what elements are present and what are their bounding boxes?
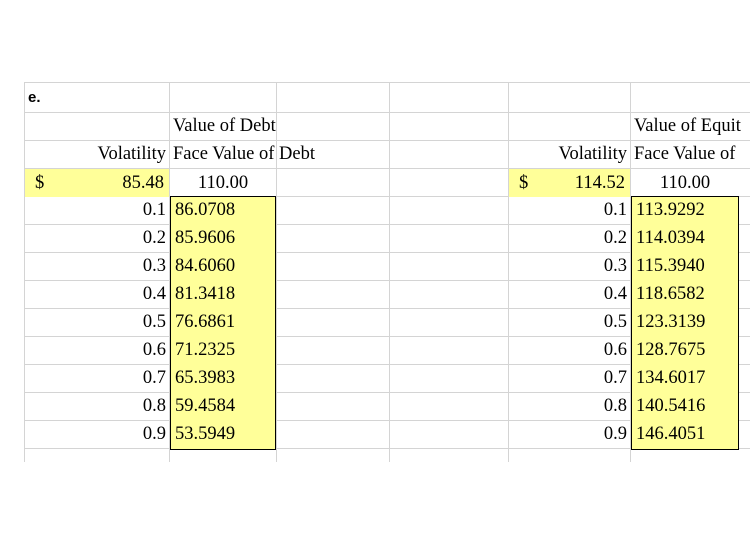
gridline — [24, 140, 750, 141]
equity-title: Value of Equit — [634, 116, 741, 136]
debt-volatility-cell[interactable]: 0.5 — [142, 312, 166, 332]
equity-value: 114.52 — [574, 173, 625, 193]
gridline — [24, 336, 750, 337]
equity-face-header: Face Value of — [634, 144, 736, 164]
equity-volatility-cell[interactable]: 0.2 — [603, 228, 627, 248]
equity-value-cell[interactable]: 123.3139 — [636, 312, 706, 332]
equity-volatility-cell[interactable]: 0.8 — [603, 396, 627, 416]
debt-volatility-cell[interactable]: 0.1 — [142, 200, 166, 220]
equity-value-cell[interactable]: 140.5416 — [636, 396, 706, 416]
equity-value-cell[interactable]: 118.6582 — [636, 284, 705, 304]
gridline — [24, 252, 750, 253]
debt-value-cell[interactable]: 81.3418 — [175, 284, 236, 304]
gridline — [24, 224, 750, 225]
equity-value-cell[interactable]: 134.6017 — [636, 368, 706, 388]
equity-volatility-cell[interactable]: 0.6 — [603, 340, 627, 360]
equity-volatility-cell[interactable]: 0.4 — [603, 284, 627, 304]
equity-volatility-header: Volatility — [558, 144, 627, 164]
equity-value-cell[interactable]: 114.0394 — [636, 228, 705, 248]
gridline — [24, 112, 750, 113]
debt-volatility-cell[interactable]: 0.4 — [142, 284, 166, 304]
equity-volatility-cell[interactable]: 0.1 — [603, 200, 627, 220]
equity-value-cell[interactable]: 146.4051 — [636, 424, 706, 444]
equity-value-cell[interactable]: 115.3940 — [636, 256, 705, 276]
debt-value-cell[interactable]: 85.9606 — [175, 228, 236, 248]
gridline — [24, 82, 750, 83]
debt-value-cell[interactable]: 59.4584 — [175, 396, 236, 416]
equity-volatility-cell[interactable]: 0.5 — [603, 312, 627, 332]
debt-value: 85.48 — [122, 173, 164, 193]
gridline — [24, 308, 750, 309]
equity-volatility-cell[interactable]: 0.3 — [603, 256, 627, 276]
equity-results-box — [631, 196, 739, 450]
gridline — [24, 82, 25, 462]
equity-volatility-cell[interactable]: 0.9 — [603, 424, 627, 444]
gridline — [24, 420, 750, 421]
equity-volatility-cell[interactable]: 0.7 — [603, 368, 627, 388]
debt-volatility-cell[interactable]: 0.2 — [142, 228, 166, 248]
debt-value-cell[interactable]: $ 85.48 — [25, 169, 169, 197]
debt-volatility-cell[interactable]: 0.9 — [142, 424, 166, 444]
debt-face-value[interactable]: 110.00 — [197, 173, 249, 193]
gridline — [169, 82, 170, 462]
debt-volatility-cell[interactable]: 0.3 — [142, 256, 166, 276]
debt-volatility-cell[interactable]: 0.7 — [142, 368, 166, 388]
debt-value-cell[interactable]: 76.6861 — [175, 312, 236, 332]
equity-face-value[interactable]: 110.00 — [659, 173, 711, 193]
debt-currency: $ — [35, 173, 45, 193]
gridline — [24, 364, 750, 365]
debt-value-cell[interactable]: 71.2325 — [175, 340, 236, 360]
gridline — [630, 82, 631, 462]
section-label: e. — [28, 89, 41, 106]
gridline — [24, 168, 750, 169]
gridline — [389, 82, 390, 462]
equity-value-cell[interactable]: $ 114.52 — [509, 169, 630, 197]
gridline — [24, 448, 750, 449]
debt-face-header: Face Value of Debt — [173, 144, 315, 164]
gridline — [24, 196, 750, 197]
debt-volatility-cell[interactable]: 0.8 — [142, 396, 166, 416]
debt-value-cell[interactable]: 86.0708 — [175, 200, 236, 220]
debt-results-box — [170, 196, 276, 450]
debt-value-cell[interactable]: 65.3983 — [175, 368, 236, 388]
debt-title: Value of Debt — [173, 116, 276, 136]
equity-value-cell[interactable]: 128.7675 — [636, 340, 706, 360]
debt-volatility-cell[interactable]: 0.6 — [142, 340, 166, 360]
debt-value-cell[interactable]: 53.5949 — [175, 424, 236, 444]
gridline — [276, 82, 277, 462]
equity-currency: $ — [519, 173, 529, 193]
gridline — [24, 392, 750, 393]
debt-value-cell[interactable]: 84.6060 — [175, 256, 236, 276]
gridline — [508, 82, 509, 462]
equity-value-cell[interactable]: 113.9292 — [636, 200, 705, 220]
gridline — [24, 280, 750, 281]
debt-volatility-header: Volatility — [97, 144, 166, 164]
